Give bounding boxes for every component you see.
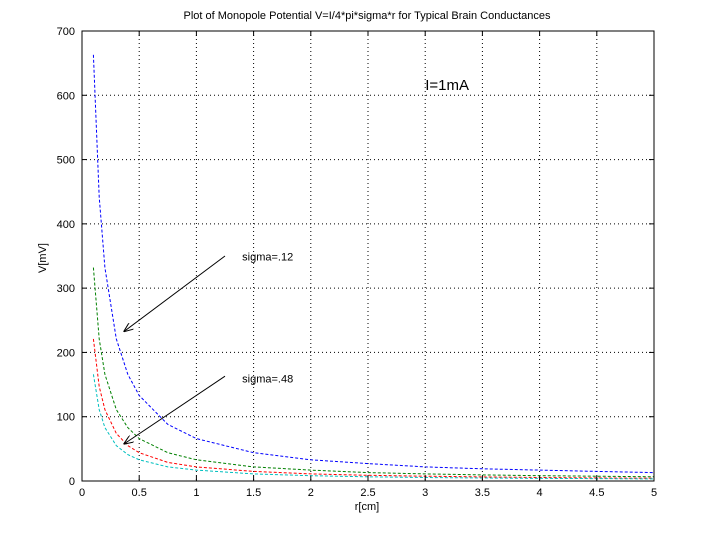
x-tick-label: 2.5 — [360, 487, 375, 499]
y-tick-label: 200 — [57, 347, 75, 359]
series-line-4 — [92, 374, 655, 480]
y-tick-label: 700 — [57, 26, 75, 38]
x-tick-label: 0 — [79, 487, 85, 499]
x-tick-label: 3.5 — [475, 487, 490, 499]
x-tick-label: 1.5 — [246, 487, 261, 499]
x-tick-label: 4.5 — [589, 487, 604, 499]
annotation-arrow — [124, 375, 226, 444]
y-tick-label: 300 — [57, 283, 75, 295]
x-axis-label: r[cm] — [355, 501, 379, 513]
x-tick-label: 4 — [537, 487, 543, 499]
x-tick-label: 1 — [193, 487, 199, 499]
y-tick-label: 600 — [57, 90, 75, 102]
x-tick-label: 0.5 — [132, 487, 147, 499]
chart-title: Plot of Monopole Potential V=I/4*pi*sigm… — [184, 10, 551, 22]
series-line-2 — [92, 267, 655, 478]
series-lines — [92, 54, 655, 480]
x-tick-label: 3 — [422, 487, 428, 499]
axis-ticks: 0 0.5 1 1.5 2 2.5 3 3.5 4 4.5 5 0 100 200 300 400 500 600… — [57, 26, 657, 499]
annotation-label: sigma=.48 — [242, 374, 293, 386]
y-tick-label: 0 — [69, 476, 75, 488]
x-tick-label: 5 — [651, 487, 657, 499]
y-axis-label: V[mV] — [37, 243, 49, 273]
grid — [82, 31, 654, 481]
y-tick-label: 400 — [57, 219, 75, 231]
y-tick-label: 500 — [57, 155, 75, 167]
annotations: sigma=.12 sigma=.48 I=1mA — [124, 77, 469, 444]
annotation-label: sigma=.12 — [242, 252, 293, 264]
annotation-label: I=1mA — [425, 77, 469, 94]
x-tick-label: 2 — [308, 487, 314, 499]
annotation-arrow — [124, 255, 226, 331]
series-line-1 — [92, 54, 655, 474]
series-line-3 — [92, 338, 655, 479]
y-tick-label: 100 — [57, 412, 75, 424]
